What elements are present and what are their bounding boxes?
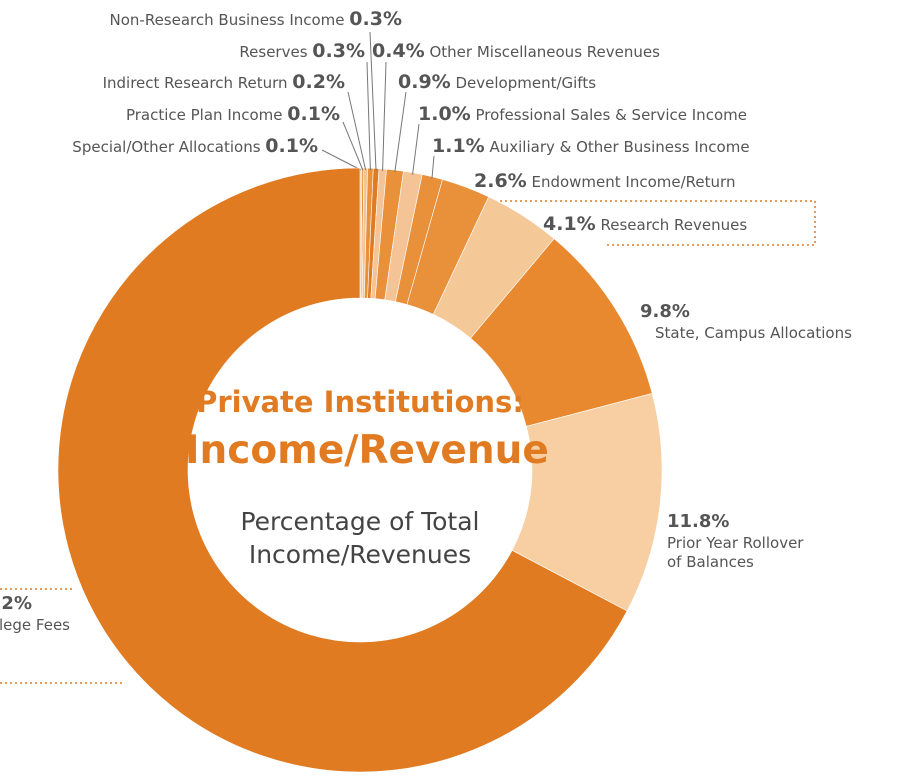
chart-title: Private Institutions: bbox=[196, 385, 524, 419]
label: 1.0% Professional Sales & Service Income bbox=[418, 102, 747, 127]
label: 1.1% Auxiliary & Other Business Income bbox=[432, 134, 750, 159]
value-label: 11.8% bbox=[667, 511, 730, 532]
value-label: 0.3% bbox=[312, 40, 365, 62]
value-label: 1.0% bbox=[418, 103, 471, 125]
leader-line bbox=[369, 31, 377, 171]
leader-line bbox=[347, 91, 367, 171]
chart-subtitle: Income/Revenue bbox=[185, 428, 549, 473]
leader-line bbox=[412, 123, 420, 175]
value-label: 0.9% bbox=[398, 71, 451, 93]
value-label: 0.2% bbox=[292, 71, 345, 93]
category-label: Other Miscellaneous Revenues bbox=[429, 43, 660, 61]
label: 0.9% Development/Gifts bbox=[398, 70, 596, 95]
leader-line bbox=[342, 121, 364, 171]
category-label: State, Campus Allocations bbox=[655, 324, 852, 342]
label: 0.4% Other Miscellaneous Revenues bbox=[372, 39, 660, 64]
label: Non-Research Business Income 0.3% bbox=[110, 7, 402, 32]
label: 9.8% State, Campus Allocations bbox=[640, 300, 899, 343]
leader-line bbox=[321, 149, 362, 171]
category-label: Professional Sales & Service Income bbox=[475, 106, 747, 124]
value-label: 1.1% bbox=[432, 135, 485, 157]
label: Reserves 0.3% bbox=[239, 39, 365, 64]
category-label: Development/Gifts bbox=[455, 74, 597, 92]
category-label: Endowment Income/Return bbox=[531, 173, 736, 191]
category-label: Reserves bbox=[239, 43, 308, 61]
leader-line bbox=[382, 61, 387, 171]
value-label: 2.6% bbox=[474, 170, 527, 192]
label: Special/Other Allocations 0.1% bbox=[72, 134, 318, 159]
category-label: Practice Plan Income bbox=[125, 106, 283, 124]
label: 67.2% College Fees bbox=[0, 592, 70, 635]
label: Practice Plan Income 0.1% bbox=[126, 102, 340, 127]
category-label: Research Revenues bbox=[600, 216, 748, 234]
label: 4.1% Research Revenues bbox=[543, 212, 747, 237]
value-label: 0.1% bbox=[265, 135, 318, 157]
category-label: College Fees bbox=[0, 616, 70, 634]
chart-caption: Percentage of Total Income/Revenues bbox=[240, 507, 480, 569]
value-label: 0.3% bbox=[349, 8, 402, 30]
donut-segment bbox=[57, 167, 628, 773]
category-label: Non-Research Business Income bbox=[109, 11, 345, 29]
category-label: Indirect Research Return bbox=[102, 74, 288, 92]
category-label: Prior Year Rollover of Balances bbox=[667, 534, 804, 571]
value-label: 9.8% bbox=[640, 301, 690, 322]
value-label: 0.1% bbox=[287, 103, 340, 125]
value-label: 0.4% bbox=[372, 40, 425, 62]
label: Indirect Research Return 0.2% bbox=[103, 70, 345, 95]
leader-line bbox=[431, 155, 435, 179]
leader-line bbox=[366, 61, 371, 171]
label: 2.6% Endowment Income/Return bbox=[474, 169, 735, 194]
category-label: Auxiliary & Other Business Income bbox=[489, 138, 750, 156]
leader-line bbox=[394, 91, 407, 173]
label: 11.8% Prior Year Rollover of Balances bbox=[667, 510, 817, 572]
value-label: 4.1% bbox=[543, 213, 596, 235]
category-label: Special/Other Allocations bbox=[72, 138, 261, 156]
callout-box bbox=[500, 200, 816, 246]
value-label: 67.2% bbox=[0, 593, 32, 614]
